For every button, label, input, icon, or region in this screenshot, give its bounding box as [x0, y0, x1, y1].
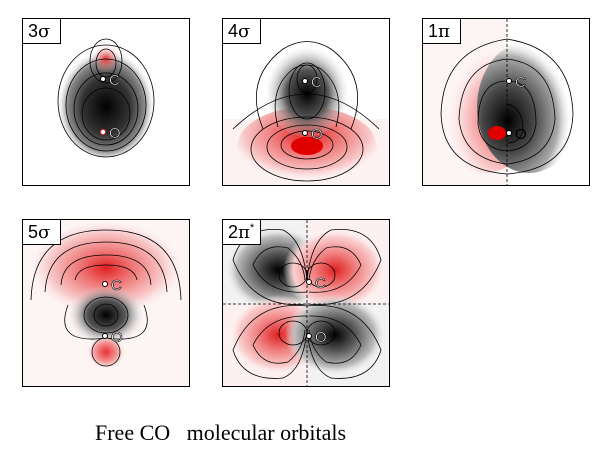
label-number: 4: [228, 21, 239, 41]
atom-oxygen: O: [306, 329, 327, 346]
svg-text:C: C: [109, 72, 120, 89]
label-number: 2: [228, 222, 239, 242]
panel-4sigma: 4σ C: [222, 18, 390, 186]
atom-carbon: C: [100, 72, 120, 89]
atom-oxygen: O: [102, 329, 123, 346]
atom-oxygen: O: [506, 126, 527, 143]
positive-lobe-lower: [86, 334, 126, 370]
positive-lobe: [32, 222, 180, 314]
orbital-plot-2pistar: C O: [223, 220, 389, 386]
negative-lobe: [265, 41, 349, 137]
negative-lobe: [477, 41, 581, 173]
atom-carbon: C: [102, 277, 122, 294]
svg-text:O: O: [315, 329, 327, 346]
orbital-label-4sigma: 4σ: [223, 19, 261, 44]
label-symbol: π: [438, 21, 450, 42]
negative-lobe: [58, 45, 154, 157]
atom-carbon: C: [302, 74, 322, 91]
panel-2pistar: 2π*: [222, 219, 390, 387]
orbital-label-3sigma: 3σ: [23, 19, 61, 44]
svg-text:C: C: [515, 74, 526, 91]
atom-carbon: C: [506, 74, 526, 91]
svg-text:C: C: [311, 74, 322, 91]
negative-lobe: [68, 285, 144, 345]
figure-caption: Free CO molecular orbitals: [95, 420, 347, 445]
orbital-label-2pistar: 2π*: [223, 220, 261, 245]
atom-carbon: C: [306, 275, 326, 292]
label-superscript: *: [249, 222, 255, 234]
svg-text:O: O: [109, 125, 121, 142]
panel-5sigma: 5σ: [22, 219, 190, 387]
atom-oxygen: O: [100, 125, 121, 142]
panel-3sigma: 3σ C O: [22, 18, 190, 186]
label-symbol: π: [238, 222, 250, 243]
svg-text:C: C: [315, 275, 326, 292]
label-number: 5: [28, 222, 39, 242]
label-symbol: σ: [238, 21, 251, 42]
orbital-plot-3sigma: C O: [57, 38, 155, 158]
svg-text:O: O: [111, 329, 123, 346]
label-number: 3: [28, 21, 39, 41]
positive-lobe-upper: [283, 228, 387, 312]
svg-text:O: O: [311, 126, 323, 143]
orbital-plot-4sigma: C O: [223, 41, 389, 185]
label-symbol: σ: [38, 222, 51, 243]
svg-text:O: O: [515, 126, 527, 143]
orbital-plot-5sigma: C O: [23, 220, 189, 386]
label-symbol: σ: [38, 21, 51, 42]
label-number: 1: [428, 21, 439, 41]
orbital-label-5sigma: 5σ: [23, 220, 61, 245]
atom-oxygen: O: [302, 126, 323, 143]
svg-text:C: C: [111, 277, 122, 294]
panel-1pi: 1π C: [422, 18, 590, 186]
orbital-plot-1pi: C O: [423, 19, 581, 185]
orbital-label-1pi: 1π: [423, 19, 461, 44]
